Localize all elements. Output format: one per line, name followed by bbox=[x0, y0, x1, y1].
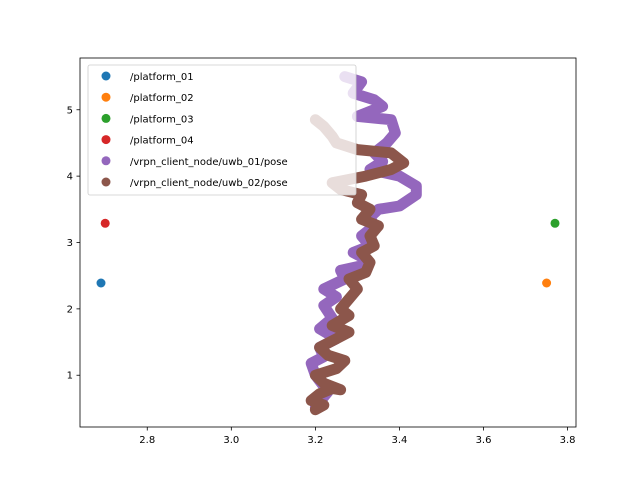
y-tick-label: 2 bbox=[67, 304, 73, 315]
point-platform-01 bbox=[96, 278, 106, 288]
x-tick-label: 3.0 bbox=[223, 435, 239, 446]
legend-label: /platform_04 bbox=[130, 136, 194, 147]
legend-label: /platform_01 bbox=[130, 72, 194, 83]
legend-marker bbox=[101, 156, 111, 166]
y-tick-label: 3 bbox=[67, 238, 73, 249]
x-tick-label: 2.8 bbox=[139, 435, 155, 446]
trajectory-vrpn-client-node-uwb-02-pose bbox=[305, 114, 410, 416]
axis-layer: 2.8 3.0 3.2 3.4 3.6 3.8 1 2 3 4 5 bbox=[67, 105, 576, 446]
legend-marker bbox=[101, 177, 111, 187]
legend-marker bbox=[101, 113, 111, 123]
point-platform-03 bbox=[550, 218, 560, 228]
legend-marker bbox=[101, 71, 111, 81]
x-tick-label: 3.8 bbox=[560, 435, 576, 446]
y-tick-label: 1 bbox=[67, 371, 73, 382]
point-layer bbox=[96, 218, 560, 288]
legend-frame bbox=[87, 64, 357, 196]
legend-label: /vrpn_client_node/uwb_01/pose bbox=[130, 157, 288, 168]
point-platform-04 bbox=[100, 218, 110, 228]
legend-label: /platform_03 bbox=[130, 114, 194, 125]
y-tick-label: 4 bbox=[67, 172, 73, 183]
x-tick-label: 3.2 bbox=[307, 435, 323, 446]
x-tick-label: 3.6 bbox=[476, 435, 492, 446]
legend-marker bbox=[101, 92, 111, 102]
legend-label: /vrpn_client_node/uwb_02/pose bbox=[130, 178, 288, 189]
y-tick-label: 5 bbox=[67, 105, 73, 116]
legend-marker bbox=[101, 135, 111, 145]
x-tick-label: 3.4 bbox=[392, 435, 408, 446]
trajectory-layer bbox=[305, 71, 422, 416]
legend-label: /platform_02 bbox=[130, 93, 194, 104]
legend: /platform_01/platform_02/platform_03/pla… bbox=[87, 64, 357, 196]
point-platform-02 bbox=[542, 278, 552, 288]
